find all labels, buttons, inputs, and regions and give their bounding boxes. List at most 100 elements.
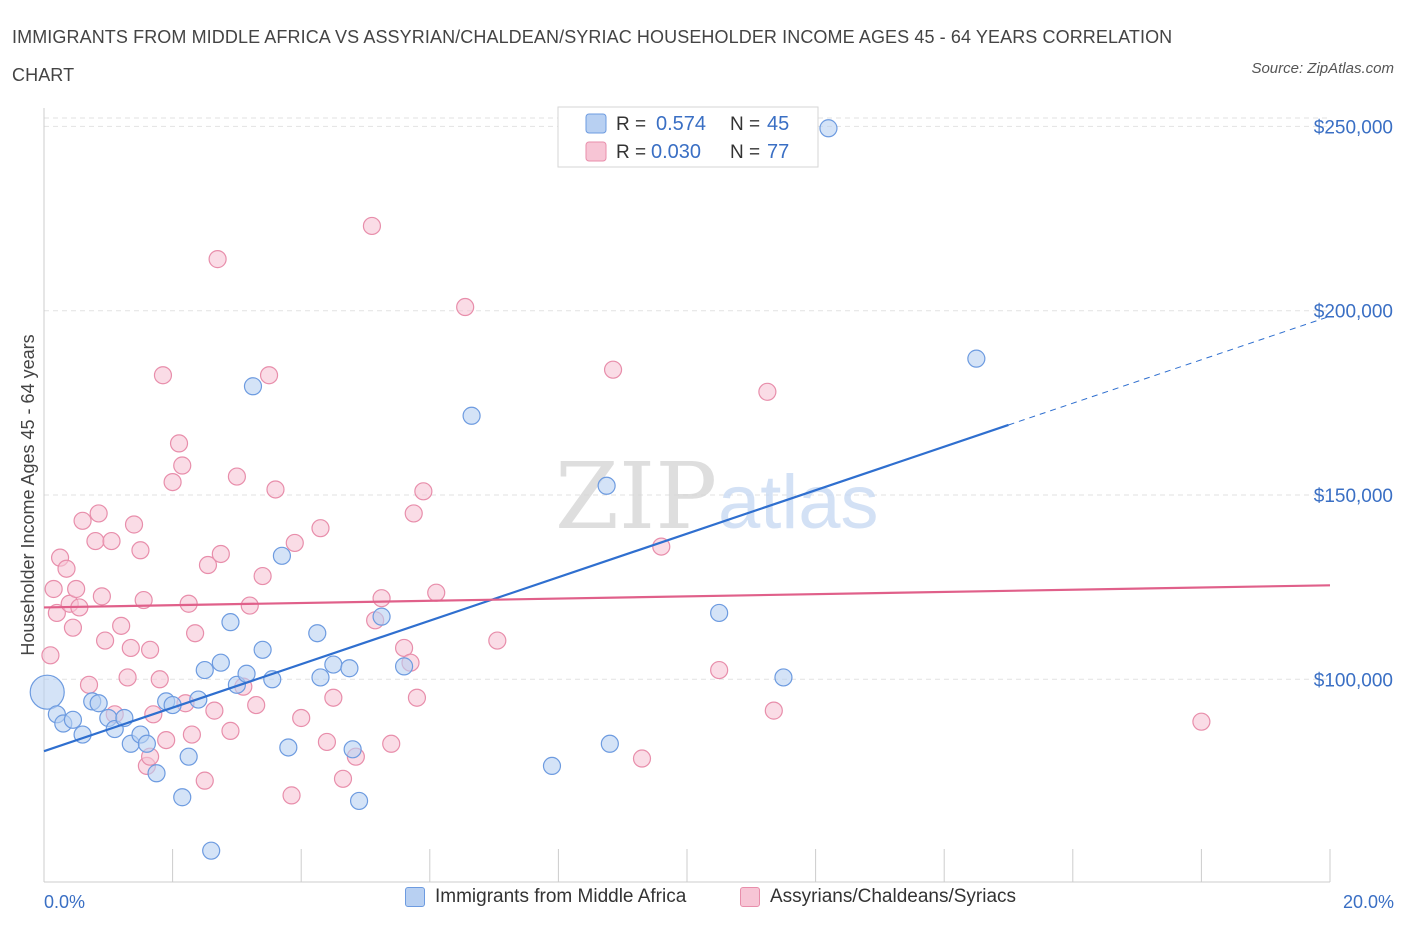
middle-africa-point-39 xyxy=(542,756,562,776)
assyrians-point-31 xyxy=(173,456,192,475)
assyrians-point-28 xyxy=(157,730,176,750)
assyrians-point-27 xyxy=(153,366,173,385)
assyrians-point-2 xyxy=(47,603,66,623)
assyrians-point-33 xyxy=(182,725,201,744)
assyrians-point-4 xyxy=(57,559,76,578)
middle-africa-point-42 xyxy=(710,603,729,623)
middle-africa-point-12 xyxy=(137,734,156,753)
assyrians-point-75 xyxy=(247,695,266,715)
assyrians-point-52 xyxy=(324,688,343,707)
middle-africa-point-38 xyxy=(462,406,481,425)
legend-r-label-1: R = xyxy=(616,114,646,135)
x-tick-label-min: 0.0% xyxy=(44,892,85,912)
assyrians-point-17 xyxy=(112,616,131,635)
assyrians-point-47 xyxy=(282,786,301,805)
trend-line-middle-africa xyxy=(43,423,1009,753)
assyrians-point-37 xyxy=(205,701,224,720)
middle-africa-point-21 xyxy=(211,653,230,672)
middle-africa-point-44 xyxy=(967,349,986,368)
assyrians-point-51 xyxy=(317,732,337,752)
bottom-legend: Immigrants from Middle Africa Assyrians/… xyxy=(0,886,1406,916)
legend-swatch-blue xyxy=(585,113,607,134)
assyrians-point-26 xyxy=(150,670,169,689)
assyrians-point-10 xyxy=(79,675,99,694)
assyrians-point-56 xyxy=(372,589,391,608)
middle-africa-point-6 xyxy=(89,694,108,713)
legend-r-value-1: 0.574 xyxy=(656,113,706,135)
chart-title: IMMIGRANTS FROM MIDDLE AFRICA VS ASSYRIA… xyxy=(12,27,1173,85)
assyrians-point-7 xyxy=(67,579,86,599)
legend-n-value-2: 77 xyxy=(767,141,789,163)
assyrians-point-34 xyxy=(186,624,205,643)
assyrians-point-65 xyxy=(488,631,507,650)
assyrians-point-39 xyxy=(211,544,230,564)
source-label: Source: ZipAtlas.com xyxy=(1251,60,1394,77)
assyrians-point-18 xyxy=(118,668,137,687)
assyrians-point-72 xyxy=(1192,712,1211,731)
assyrians-point-60 xyxy=(404,504,423,523)
trend-lines xyxy=(43,315,1331,753)
assyrians-point-61 xyxy=(407,688,427,707)
y-axis-tick-labels: $100,000 $150,000 $200,000 $250,000 xyxy=(1314,117,1393,691)
middle-africa-point-3 xyxy=(63,710,83,729)
legend-box: R = 0.574 N = 45 R = 0.030 N = 77 xyxy=(557,106,819,168)
assyrians-point-6 xyxy=(63,618,83,637)
assyrians-point-50 xyxy=(311,519,330,538)
assyrians-point-22 xyxy=(134,590,153,610)
assyrians-point-40 xyxy=(221,721,240,740)
assyrians-point-30 xyxy=(169,434,189,453)
assyrians-point-12 xyxy=(89,504,108,523)
assyrians-point-19 xyxy=(121,638,140,658)
assyrians-point-54 xyxy=(362,216,382,236)
y-axis-title: Householder Income Ages 45 - 64 years xyxy=(18,334,38,655)
assyrians-point-57 xyxy=(382,734,401,753)
assyrians-point-38 xyxy=(208,250,227,269)
assyrians-point-70 xyxy=(758,382,777,401)
middle-africa-point-31 xyxy=(311,668,330,687)
assyrians-point-68 xyxy=(652,537,671,556)
assyrians-point-44 xyxy=(253,566,272,586)
middle-africa-point-35 xyxy=(349,791,369,811)
assyrians-point-66 xyxy=(603,360,623,379)
watermark: ZIP atlas xyxy=(555,443,879,550)
legend-n-label-1: N = xyxy=(730,114,760,135)
assyrians-point-62 xyxy=(414,482,433,501)
trend-line-assyrians xyxy=(43,584,1331,609)
middle-africa-point-40 xyxy=(597,476,616,495)
middle-africa-point-32 xyxy=(324,655,343,674)
assyrians-point-49 xyxy=(292,708,311,728)
assyrians-point-11 xyxy=(86,531,105,551)
legend-swatch-pink xyxy=(585,141,607,162)
y-tick-label-1: $150,000 xyxy=(1314,486,1393,507)
assyrians-point-0 xyxy=(41,646,60,665)
assyrians-point-9 xyxy=(73,511,92,530)
middle-africa-point-36 xyxy=(372,607,391,626)
legend-item-middle-africa: Immigrants from Middle Africa xyxy=(405,886,686,908)
legend-swatch-assyrians xyxy=(740,887,760,907)
assyrians-point-64 xyxy=(456,297,475,317)
legend-r-label-2: R = xyxy=(616,142,646,163)
middle-africa-point-45 xyxy=(819,119,838,138)
assyrians-point-48 xyxy=(285,533,304,553)
legend-n-value-1: 45 xyxy=(767,113,789,135)
watermark-atlas: atlas xyxy=(718,460,879,545)
assyrians-point-36 xyxy=(198,555,218,575)
assyrians-point-35 xyxy=(195,771,214,790)
assyrians-point-1 xyxy=(44,579,63,599)
assyrians-point-20 xyxy=(124,515,144,534)
assyrians-point-15 xyxy=(102,531,121,551)
y-tick-label-2: $200,000 xyxy=(1314,302,1393,323)
assyrians-point-69 xyxy=(710,660,729,680)
middle-africa-point-13 xyxy=(147,764,166,783)
x-tick-label-max: 20.0% xyxy=(1343,892,1394,912)
assyrians-point-29 xyxy=(163,473,182,492)
middle-africa-point-30 xyxy=(308,624,327,643)
middle-africa-point-0 xyxy=(29,674,65,710)
middle-africa-point-25 xyxy=(243,377,263,396)
assyrians-point-76 xyxy=(333,769,353,788)
assyrians-point-41 xyxy=(227,467,246,486)
assyrians-point-71 xyxy=(764,701,783,720)
legend-label-assyrians: Assyrians/Chaldeans/Syriacs xyxy=(770,886,1017,907)
middle-africa-point-20 xyxy=(202,841,221,860)
